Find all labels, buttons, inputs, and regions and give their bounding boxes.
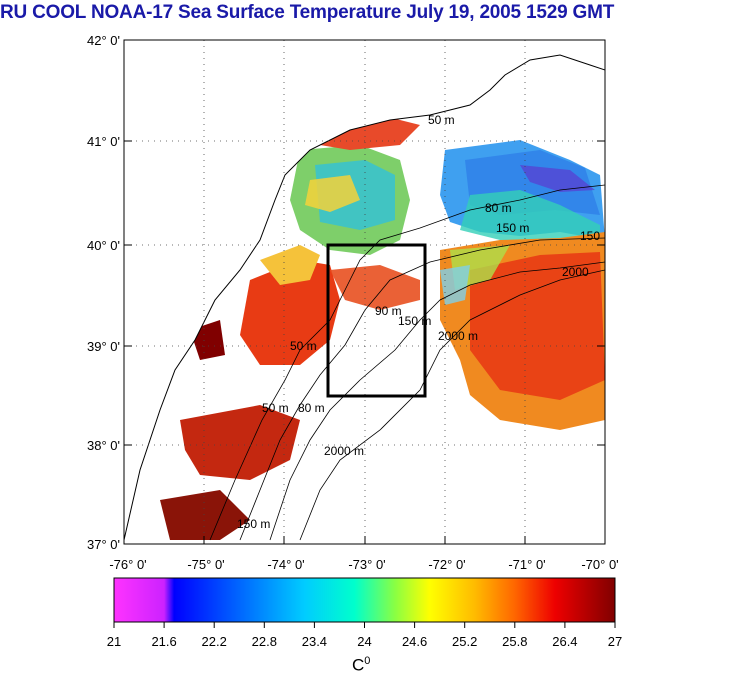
depth-label: 80 m — [485, 201, 512, 215]
colorbar-tick-label: 23.4 — [302, 634, 327, 649]
depth-label: 50 m — [428, 113, 455, 127]
colorbar-tick-label: 24 — [357, 634, 371, 649]
lon-label: -75° 0' — [187, 557, 224, 572]
colorbar-tick-label: 25.8 — [502, 634, 527, 649]
latitude-labels: 42° 0' 41° 0' 40° 0' 39° 0' 38° 0' 37° 0… — [87, 33, 120, 552]
unit-superscript: 0 — [364, 655, 371, 667]
depth-labels: 50 m 80 m 150 m 2000 m 2000 150 90 m 50 … — [237, 113, 600, 531]
lat-label: 37° 0' — [87, 537, 120, 552]
depth-label: 50 m — [290, 339, 317, 353]
colorbar-tick-label: 21.6 — [151, 634, 176, 649]
colorbar-tick-label: 22.8 — [252, 634, 277, 649]
colorbar-tick-label: 21 — [107, 634, 121, 649]
lat-label: 41° 0' — [87, 134, 120, 149]
sst-imagery — [160, 115, 605, 540]
study-region-box — [326, 243, 427, 398]
depth-label: 2000 m — [324, 444, 364, 458]
colorbar-tick-label: 27 — [608, 634, 622, 649]
depth-label: 150 m — [237, 517, 270, 531]
bathymetry-contours — [209, 184, 605, 541]
colorbar-tick-label: 26.4 — [552, 634, 577, 649]
longitude-labels: -76° 0' -75° 0' -74° 0' -73° 0' -72° 0' … — [109, 557, 618, 572]
lat-label: 38° 0' — [87, 438, 120, 453]
depth-label: 150 m — [496, 221, 529, 235]
depth-label: 50 m — [262, 401, 289, 415]
land — [124, 40, 605, 541]
lat-label: 40° 0' — [87, 238, 120, 253]
lat-label: 39° 0' — [87, 339, 120, 354]
lat-label: 42° 0' — [87, 33, 120, 48]
page-title: RU COOL NOAA-17 Sea Surface Temperature … — [0, 2, 615, 23]
depth-label: 80 m — [298, 401, 325, 415]
lon-label: -71° 0' — [508, 557, 545, 572]
depth-label: 90 m — [375, 304, 402, 318]
colorbar-tick-label: 24.6 — [402, 634, 427, 649]
depth-label: 150 — [580, 229, 600, 243]
depth-label: 2000 m — [438, 329, 478, 343]
lon-label: -70° 0' — [581, 557, 618, 572]
lon-label: -72° 0' — [428, 557, 465, 572]
colorbar-tick-label: 22.2 — [202, 634, 227, 649]
depth-label: 2000 — [562, 265, 589, 279]
lon-label: -76° 0' — [109, 557, 146, 572]
colorbar-ticks: 21 21.6 22.2 22.8 23.4 24 24.6 25.2 25.8 26.4 27 — [107, 622, 622, 649]
depth-label: 150 m — [398, 314, 431, 328]
colorbar-unit: C0 — [352, 655, 370, 676]
lon-label: -74° 0' — [267, 557, 304, 572]
lon-label: -73° 0' — [348, 557, 385, 572]
axis-ticks — [123, 39, 606, 545]
colorbar-tick-label: 25.2 — [452, 634, 477, 649]
unit-label: C — [352, 655, 365, 675]
colorbar — [113, 577, 616, 623]
